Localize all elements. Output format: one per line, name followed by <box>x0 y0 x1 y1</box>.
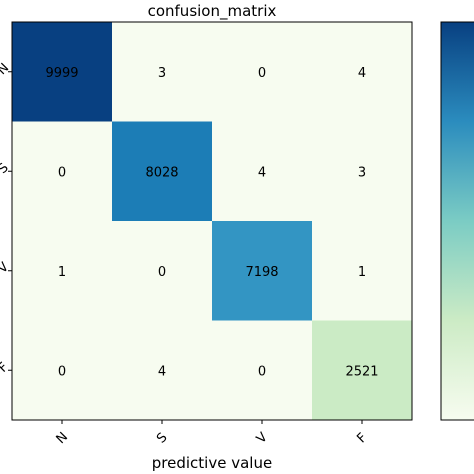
colorbar <box>440 21 474 421</box>
x-tick-label: N <box>54 430 71 447</box>
heatmap-cell <box>212 221 313 321</box>
heatmap-cell <box>212 320 313 421</box>
heatmap-cell <box>12 22 113 122</box>
plot-frame <box>11 21 413 421</box>
x-axis-label: predictive value <box>152 454 272 472</box>
cell-value-label: 1 <box>358 265 366 280</box>
heatmap-cell <box>112 22 213 122</box>
chart-title: confusion_matrix <box>148 2 277 21</box>
cell-value-label: 0 <box>258 364 266 379</box>
heatmap-cell <box>112 320 213 421</box>
cell-value-label: 4 <box>358 66 366 81</box>
cell-value-label: 1 <box>58 265 66 280</box>
y-tick-label: V <box>0 260 12 277</box>
heatmap-cell <box>112 121 213 222</box>
cell-value-label: 3 <box>158 66 166 81</box>
y-axis-ticks: N S V F <box>0 61 12 376</box>
heatmap-cell <box>312 221 413 321</box>
heatmap-cell <box>212 121 313 222</box>
cell-value-label: 7198 <box>245 265 278 280</box>
x-tick-label: V <box>254 430 271 447</box>
y-tick-label: S <box>0 161 12 177</box>
heatmap-cell <box>212 22 313 122</box>
heatmap-cell <box>112 221 213 321</box>
cell-value-label: 9999 <box>45 66 78 81</box>
heatmap-cells <box>12 22 413 421</box>
heatmap-cell <box>312 121 413 222</box>
heatmap-cell <box>312 320 413 421</box>
heatmap-cell <box>12 320 113 421</box>
heatmap-cell <box>312 22 413 122</box>
heatmap-cell <box>12 121 113 222</box>
heatmap-cell <box>12 221 113 321</box>
x-tick-label: F <box>354 430 370 446</box>
y-tick-label: F <box>0 360 11 376</box>
cell-value-label: 0 <box>258 66 266 81</box>
cell-value-label: 3 <box>358 165 366 180</box>
cell-value-label: 0 <box>58 364 66 379</box>
cell-value-label: 2521 <box>345 364 378 379</box>
cell-value-label: 0 <box>158 265 166 280</box>
cell-value-label: 4 <box>258 165 266 180</box>
y-tick-label: N <box>0 61 12 78</box>
heatmap-cell-labels: 9999 3 0 4 0 8028 4 3 1 0 7198 1 0 4 0 2521 <box>45 66 378 380</box>
cell-value-label: 0 <box>58 165 66 180</box>
x-tick-label: S <box>154 430 170 446</box>
cell-value-label: 4 <box>158 364 166 379</box>
cell-value-label: 8028 <box>145 165 178 180</box>
